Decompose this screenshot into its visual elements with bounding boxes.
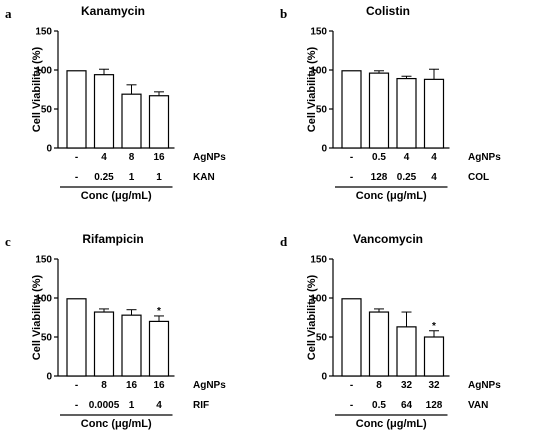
bar: [93, 311, 115, 377]
row-label: AgNPs: [468, 380, 501, 391]
x-axis-label: Conc (μg/mL): [81, 190, 152, 202]
panel-letter: d: [280, 234, 288, 249]
y-tick-label: 100: [310, 294, 327, 305]
panel-a: a Kanamycin Cell Viability (%) 0 50 100 150 - 4 8…: [5, 4, 226, 202]
row-label: RIF: [193, 400, 209, 411]
row-value: 0.25: [94, 172, 114, 183]
bar: [121, 93, 142, 149]
x-axis-label: Conc (μg/mL): [81, 418, 152, 430]
y-tick-label: 100: [35, 294, 52, 305]
row-value: 128: [426, 400, 443, 411]
y-tick-label: 50: [316, 333, 328, 344]
row-value: 0.0005: [89, 400, 120, 411]
row-label: COL: [468, 172, 489, 183]
row-label: AgNPs: [193, 152, 226, 163]
row-value: 32: [428, 380, 440, 391]
row-value: 4: [431, 172, 437, 183]
panel-d: d Vancomycin Cell Viability (%) 0 50 100 150 * -…: [280, 232, 501, 430]
row-value: -: [75, 400, 78, 411]
row-value: 8: [101, 380, 107, 391]
row-value: -: [75, 380, 78, 391]
row-value: 4: [156, 400, 162, 411]
row-value: 64: [401, 400, 413, 411]
bar: [396, 326, 417, 377]
y-tick-label: 150: [310, 27, 327, 38]
row-value: 1: [156, 172, 162, 183]
row-value: 4: [404, 152, 410, 163]
significance-marker: *: [157, 306, 161, 317]
panel-b: b Colistin Cell Viability (%) 0 50 100 150 - 0.5…: [280, 4, 501, 202]
row-value: -: [350, 172, 353, 183]
row-value: 8: [129, 152, 135, 163]
row-value: 4: [431, 152, 437, 163]
panel-letter: b: [280, 6, 287, 21]
y-tick-label: 0: [46, 372, 52, 383]
panel-letter: c: [5, 234, 11, 249]
y-tick-label: 0: [46, 144, 52, 155]
bar: [341, 70, 362, 149]
bar: [423, 336, 445, 377]
row-value: 1: [129, 172, 135, 183]
chart-title: Colistin: [366, 4, 410, 18]
bar: [148, 320, 170, 377]
y-tick-label: 100: [35, 66, 52, 77]
chart-title: Kanamycin: [81, 4, 145, 18]
y-tick-label: 100: [310, 66, 327, 77]
row-value: 0.25: [397, 172, 417, 183]
y-tick-label: 50: [316, 105, 328, 116]
y-tick-label: 150: [35, 27, 52, 38]
bar: [423, 78, 445, 149]
row-value: 1: [129, 400, 135, 411]
y-axis-label: Cell Viability (%): [31, 46, 43, 132]
row-value: -: [75, 152, 78, 163]
row-value: 16: [153, 152, 165, 163]
bar: [66, 298, 87, 377]
bar: [121, 314, 142, 377]
chart-title: Vancomycin: [353, 232, 423, 246]
bar: [368, 311, 390, 377]
y-tick-label: 0: [321, 144, 327, 155]
panel-letter: a: [5, 6, 12, 21]
y-axis-label: Cell Viability (%): [306, 274, 318, 360]
bar: [148, 95, 170, 149]
x-axis-label: Conc (μg/mL): [356, 418, 427, 430]
row-value: -: [350, 380, 353, 391]
y-tick-label: 50: [41, 105, 53, 116]
y-tick-label: 150: [35, 255, 52, 266]
row-value: -: [75, 172, 78, 183]
y-tick-label: 50: [41, 333, 53, 344]
significance-marker: *: [432, 321, 436, 332]
row-value: 128: [371, 172, 388, 183]
y-axis-label: Cell Viability (%): [31, 274, 43, 360]
row-label: AgNPs: [468, 152, 501, 163]
bar: [93, 74, 115, 149]
bar: [66, 70, 87, 149]
y-tick-label: 0: [321, 372, 327, 383]
bar: [396, 77, 417, 149]
row-label: KAN: [193, 172, 215, 183]
bar: [368, 72, 390, 149]
row-value: 0.5: [372, 152, 386, 163]
panel-c: c Rifampicin Cell Viability (%) 0 50 100 150 * -…: [5, 232, 226, 430]
row-value: -: [350, 152, 353, 163]
row-label: VAN: [468, 400, 488, 411]
row-value: -: [350, 400, 353, 411]
row-value: 16: [153, 380, 165, 391]
row-value: 4: [101, 152, 107, 163]
bar: [341, 298, 362, 377]
y-tick-label: 150: [310, 255, 327, 266]
row-value: 8: [376, 380, 382, 391]
row-value: 0.5: [372, 400, 386, 411]
row-label: AgNPs: [193, 380, 226, 391]
chart-title: Rifampicin: [82, 232, 143, 246]
y-axis-label: Cell Viability (%): [306, 46, 318, 132]
row-value: 32: [401, 380, 413, 391]
x-axis-label: Conc (μg/mL): [356, 190, 427, 202]
row-value: 16: [126, 380, 138, 391]
